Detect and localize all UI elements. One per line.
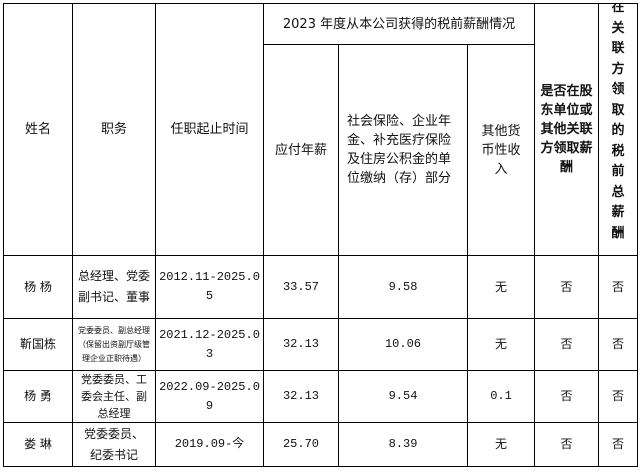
cell-term: 2012.11-2025.05	[155, 255, 264, 319]
header-position: 职务	[72, 3, 156, 256]
header-term: 任职起止时间	[155, 3, 264, 256]
cell-annual: 32.13	[263, 370, 339, 423]
cell-name: 杨 勇	[3, 370, 73, 423]
cell-position: 党委委员、工委会主任、副总经理	[72, 370, 156, 423]
cell-position: 总经理、党委副书记、董事	[72, 255, 156, 319]
cell-term: 2021.12-2025.03	[155, 318, 264, 371]
header-name: 姓名	[3, 3, 73, 256]
cell-related-total: 否	[598, 318, 638, 371]
cell-other: 无	[467, 255, 535, 319]
cell-name: 娄 琳	[3, 422, 73, 467]
cell-term: 2022.09-2025.09	[155, 370, 264, 423]
header-other: 其他货币性收入	[467, 44, 535, 256]
cell-annual: 32.13	[263, 318, 339, 371]
cell-related: 否	[534, 318, 599, 371]
cell-position: 党委委员、副总经理（保留出资副厅级管理企业正职待遇）	[72, 318, 156, 371]
cell-related: 否	[534, 422, 599, 467]
cell-term: 2019.09-今	[155, 422, 264, 467]
cell-related: 否	[534, 370, 599, 423]
cell-other: 无	[467, 422, 535, 467]
header-group: 2023 年度从本公司获得的税前薪酬情况	[263, 3, 535, 45]
table-row: 靳国栋 党委委员、副总经理（保留出资副厅级管理企业正职待遇） 2021.12-2…	[3, 318, 638, 371]
cell-related: 否	[534, 255, 599, 319]
compensation-table: 姓名 职务 任职起止时间 2023 年度从本公司获得的税前薪酬情况 是否在股东单…	[3, 3, 638, 467]
cell-other: 无	[467, 318, 535, 371]
header-related: 是否在股东单位或其他关联方领取薪酬	[534, 3, 599, 256]
header-related-total: 在关联方领取的税前总薪酬	[611, 3, 625, 241]
header-annual: 应付年薪	[263, 44, 339, 256]
header-social: 社会保险、企业年金、补充医疗保险及住房公积金的单位缴纳（存）部分	[338, 44, 468, 256]
cell-other: 0.1	[467, 370, 535, 423]
cell-social: 10.06	[338, 318, 468, 371]
table-row: 娄 琳 党委委员、纪委书记 2019.09-今 25.70 8.39 无 否 否	[3, 422, 638, 467]
cell-annual: 33.57	[263, 255, 339, 319]
cell-name: 靳国栋	[3, 318, 73, 371]
cell-social: 8.39	[338, 422, 468, 467]
cell-name: 杨 杨	[3, 255, 73, 319]
cell-related-total: 否	[598, 255, 638, 319]
cell-annual: 25.70	[263, 422, 339, 467]
table-row: 杨 勇 党委委员、工委会主任、副总经理 2022.09-2025.09 32.1…	[3, 370, 638, 423]
cell-social: 9.54	[338, 370, 468, 423]
table-row: 杨 杨 总经理、党委副书记、董事 2012.11-2025.05 33.57 9…	[3, 255, 638, 319]
cell-position: 党委委员、纪委书记	[72, 422, 156, 467]
cell-related-total: 否	[598, 370, 638, 423]
cell-related-total: 否	[598, 422, 638, 467]
cell-social: 9.58	[338, 255, 468, 319]
